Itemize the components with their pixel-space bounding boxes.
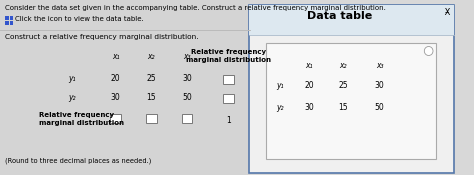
Text: X: X xyxy=(442,8,451,17)
Text: Relative frequency: Relative frequency xyxy=(191,49,266,55)
Text: 25: 25 xyxy=(338,81,348,90)
Text: 15: 15 xyxy=(338,103,348,112)
Bar xyxy=(5,21,9,25)
Text: 30: 30 xyxy=(182,74,192,83)
Text: 30: 30 xyxy=(111,93,120,102)
Text: 15: 15 xyxy=(146,93,156,102)
Bar xyxy=(0,0,250,175)
Bar xyxy=(266,43,437,159)
Text: 50: 50 xyxy=(374,103,384,112)
Text: x₃: x₃ xyxy=(376,61,383,70)
Text: x₂: x₂ xyxy=(147,52,155,61)
Text: Construct a relative frequency marginal distribution.: Construct a relative frequency marginal … xyxy=(5,34,199,40)
Text: x₁: x₁ xyxy=(305,61,313,70)
Text: Relative frequency: Relative frequency xyxy=(38,112,114,118)
Text: marginal distribution: marginal distribution xyxy=(38,120,124,126)
Text: x₂: x₂ xyxy=(339,61,346,70)
Text: 30: 30 xyxy=(304,103,314,112)
Text: 20: 20 xyxy=(304,81,314,90)
Bar xyxy=(182,114,192,123)
Text: y₁: y₁ xyxy=(69,74,76,83)
Bar xyxy=(223,94,234,103)
Text: x₃: x₃ xyxy=(183,52,191,61)
Bar xyxy=(248,5,454,173)
Text: 1: 1 xyxy=(226,116,231,125)
Bar xyxy=(146,114,156,123)
Text: x₁: x₁ xyxy=(112,52,119,61)
Text: (Round to three decimal places as needed.): (Round to three decimal places as needed… xyxy=(5,158,151,164)
Text: Consider the data set given in the accompanying table. Construct a relative freq: Consider the data set given in the accom… xyxy=(5,5,386,11)
Text: y₁: y₁ xyxy=(276,81,284,90)
Circle shape xyxy=(424,47,433,55)
Bar xyxy=(223,75,234,84)
Text: 50: 50 xyxy=(182,93,192,102)
Text: Data table: Data table xyxy=(307,11,372,21)
Text: y₂: y₂ xyxy=(69,93,76,102)
Text: –: – xyxy=(445,8,449,17)
Bar xyxy=(9,21,13,25)
Bar xyxy=(9,16,13,20)
Text: 20: 20 xyxy=(111,74,120,83)
Text: y₂: y₂ xyxy=(276,103,284,112)
Bar xyxy=(110,114,121,123)
Text: marginal distribution: marginal distribution xyxy=(186,57,271,63)
Bar xyxy=(248,5,454,35)
Bar xyxy=(5,16,9,20)
Text: 25: 25 xyxy=(146,74,156,83)
Text: Click the icon to view the data table.: Click the icon to view the data table. xyxy=(16,16,144,22)
Text: 30: 30 xyxy=(374,81,384,90)
